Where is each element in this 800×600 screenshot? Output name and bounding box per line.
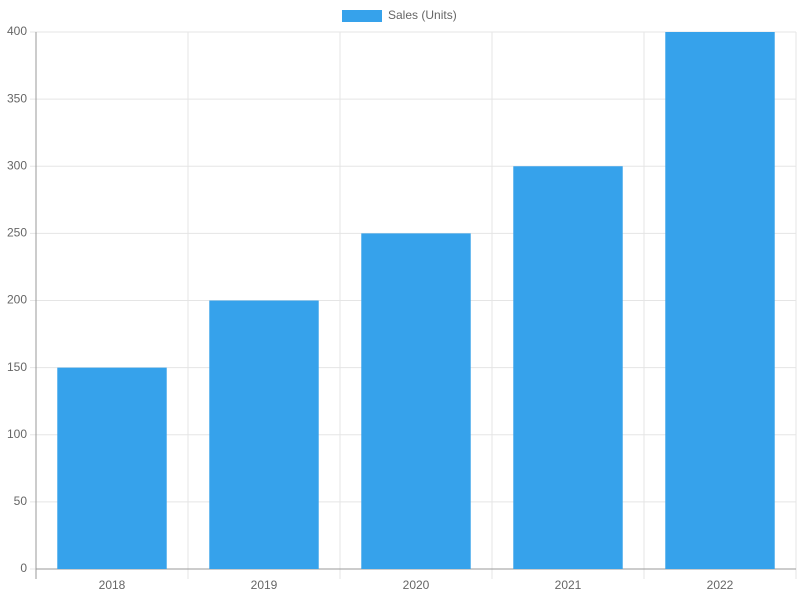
y-tick-label: 400 (7, 24, 27, 38)
bar (361, 233, 471, 569)
y-tick-label: 200 (7, 293, 27, 307)
y-tick-label: 150 (7, 360, 27, 374)
legend-swatch (342, 10, 382, 22)
y-tick-label: 50 (14, 494, 28, 508)
y-tick-label: 250 (7, 226, 27, 240)
bar (209, 300, 319, 569)
legend: Sales (Units) (342, 8, 457, 22)
x-tick-label: 2018 (99, 578, 126, 592)
bar (513, 166, 623, 569)
x-tick-label: 2019 (251, 578, 278, 592)
y-tick-label: 100 (7, 427, 27, 441)
y-tick-label: 0 (20, 561, 27, 575)
x-tick-label: 2020 (403, 578, 430, 592)
x-tick-label: 2021 (555, 578, 582, 592)
bar (665, 32, 775, 569)
y-tick-label: 300 (7, 158, 27, 172)
legend-label: Sales (Units) (388, 8, 457, 22)
bar (57, 367, 167, 569)
x-tick-label: 2022 (707, 578, 734, 592)
y-tick-label: 350 (7, 91, 27, 105)
